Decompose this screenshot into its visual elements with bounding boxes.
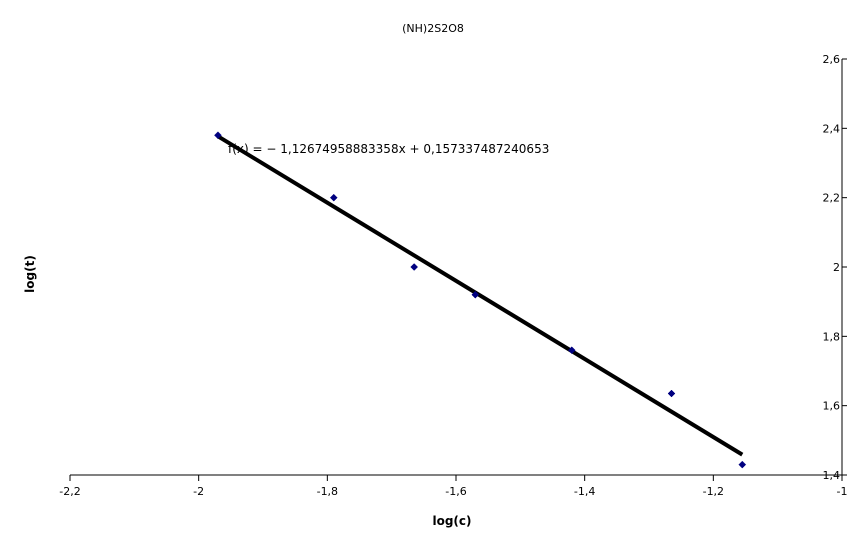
x-tick-label: -1,2	[703, 485, 724, 498]
y-tick-label: 1,8	[823, 330, 841, 343]
trendline-group	[216, 134, 744, 457]
data-point	[329, 193, 338, 202]
chart-title: (NH)2S2O8	[402, 22, 464, 35]
data-point	[738, 460, 747, 469]
trendline	[216, 134, 744, 457]
x-axis-title: log(c)	[432, 514, 471, 528]
y-tick-label: 1,6	[823, 400, 841, 413]
y-tick-label: 2,2	[823, 192, 841, 205]
x-tick-label: -1	[837, 485, 848, 498]
y-tick-label: 2,6	[823, 53, 841, 66]
data-point	[471, 290, 480, 299]
x-tick-label: -2,2	[59, 485, 80, 498]
data-point	[667, 389, 676, 398]
x-ticks: -2,2 -2 -1,8 -1,6 -1,4 -1,2 -1	[59, 475, 847, 498]
y-ticks: 2,6 2,4 2,2 2 1,8 1,6 1,4	[823, 53, 847, 482]
x-tick-label: -1,8	[317, 485, 338, 498]
y-tick-label: 2,4	[823, 122, 841, 135]
y-tick-label: 2	[833, 261, 840, 274]
x-tick-label: -2	[193, 485, 204, 498]
y-axis-title: log(t)	[23, 255, 37, 293]
x-tick-label: -1,4	[574, 485, 595, 498]
data-points	[214, 131, 747, 469]
axes	[70, 59, 843, 476]
data-point	[567, 346, 576, 355]
y-tick-label: 1,4	[823, 469, 841, 482]
x-tick-label: -1,6	[445, 485, 466, 498]
data-point	[214, 131, 222, 140]
trendline-equation: f(x) = − 1,12674958883358x + 0,157337487…	[228, 142, 549, 156]
data-point	[410, 263, 419, 271]
